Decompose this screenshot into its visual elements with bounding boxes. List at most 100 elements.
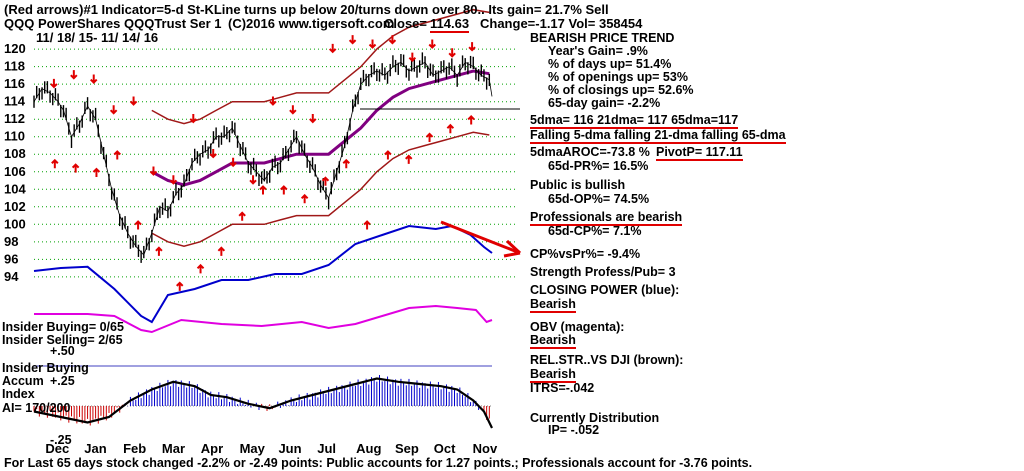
sell-arrow bbox=[289, 105, 297, 115]
sell-arrow bbox=[50, 78, 58, 89]
sell-arrow bbox=[149, 166, 158, 176]
pivot-point: PivotP= 117.11 bbox=[656, 145, 743, 161]
buy-arrow bbox=[51, 158, 59, 169]
obv-line bbox=[34, 304, 493, 334]
buy-arrow bbox=[155, 246, 163, 256]
buy-arrow bbox=[92, 167, 101, 177]
buy-arrow bbox=[259, 185, 267, 195]
close-label: Close= bbox=[384, 16, 427, 31]
month-label: Jul bbox=[317, 441, 336, 456]
close-value: 114.63 bbox=[430, 16, 470, 33]
buy-arrow bbox=[176, 281, 184, 291]
buy-arrow bbox=[425, 132, 434, 142]
y-tick-label: 102 bbox=[4, 199, 26, 214]
indicator-line: (Red arrows)#1 Indicator=5-d St-KLine tu… bbox=[4, 2, 609, 17]
month-labels: Dec Jan Feb Mar Apr May Jun Jul Aug Sep Oct Nov bbox=[45, 441, 498, 456]
buy-arrow bbox=[217, 246, 226, 256]
closing-power-label: CLOSING POWER (blue): bbox=[530, 283, 680, 297]
pr-65d: 65d-PR%= 16.5% bbox=[548, 159, 649, 173]
month-label: Oct bbox=[434, 441, 456, 456]
buy-arrow bbox=[384, 150, 392, 160]
sell-arrow bbox=[129, 96, 138, 106]
ticker: QQQ bbox=[4, 16, 35, 31]
y-tick-label: 96 bbox=[4, 251, 18, 266]
sell-arrow bbox=[269, 96, 277, 106]
insider-buying-count: Insider Buying= 0/65 bbox=[2, 320, 124, 334]
price-line bbox=[33, 61, 493, 256]
sell-arrow bbox=[309, 113, 317, 124]
falling-line: Falling 5-dma falling 21-dma falling 65-… bbox=[530, 128, 786, 144]
month-label: Mar bbox=[162, 441, 185, 456]
insider-buying-label: Insider Buying bbox=[2, 361, 89, 375]
ma65-line bbox=[151, 69, 490, 187]
dma-line: 5dma= 116 21dma= 117 65dma=117 bbox=[530, 113, 739, 129]
buy-arrow bbox=[238, 211, 246, 221]
pct-openings-up: % of openings up= 53% bbox=[548, 70, 688, 84]
y-tick-label: 104 bbox=[4, 181, 26, 196]
y-tick-label: 94 bbox=[4, 269, 19, 284]
sell-arrow bbox=[70, 70, 78, 80]
buy-arrow bbox=[300, 193, 309, 204]
sell-arrow bbox=[109, 105, 118, 115]
sell-arrow bbox=[368, 39, 377, 49]
gain-65d: 65-day gain= -2.2% bbox=[548, 96, 661, 110]
accum-level: +.25 bbox=[50, 374, 75, 388]
month-label: May bbox=[240, 441, 266, 456]
annotations bbox=[360, 108, 522, 258]
ai-bottom-level: -.25 bbox=[50, 433, 72, 447]
aroc: 5dmaAROC=-73.8 % bbox=[530, 145, 650, 159]
y-tick-label: 100 bbox=[4, 216, 26, 231]
month-label: Feb bbox=[123, 441, 146, 456]
footer-summary: For Last 65 days stock changed -2.2% or … bbox=[4, 456, 753, 470]
y-tick-label: 98 bbox=[4, 234, 18, 249]
obv-label: OBV (magenta): bbox=[530, 320, 625, 334]
sell-arrow bbox=[388, 35, 397, 45]
sell-arrow bbox=[348, 35, 357, 45]
closing-power-line bbox=[33, 224, 493, 324]
change-volume: Change=-1.17 Vol= 358454 bbox=[480, 16, 643, 31]
accum-index-bars bbox=[33, 365, 493, 429]
y-tick-label: 118 bbox=[4, 59, 25, 74]
y-tick-label: 108 bbox=[4, 146, 26, 161]
lower-band bbox=[151, 131, 490, 247]
sell-arrow bbox=[189, 113, 198, 124]
relstr-state: Bearish bbox=[530, 367, 576, 383]
annotation-arrowhead bbox=[503, 239, 522, 258]
sell-arrow bbox=[249, 175, 257, 185]
price-series bbox=[33, 8, 493, 263]
buy-arrow bbox=[134, 220, 142, 230]
y-tick-label: 114 bbox=[4, 94, 26, 109]
buy-arrow bbox=[342, 158, 350, 169]
date-range: 11/ 18/ 15- 11/ 14/ 16 bbox=[36, 30, 159, 45]
month-label: Jan bbox=[84, 441, 106, 456]
pct-closings-up: % of closings up= 52.6% bbox=[548, 83, 694, 97]
obv-state: Bearish bbox=[530, 333, 576, 349]
buy-arrow bbox=[363, 220, 371, 230]
y-tick-label: 110 bbox=[4, 129, 25, 144]
accum-index-line bbox=[33, 377, 493, 429]
month-label: Jun bbox=[278, 441, 301, 456]
accum-label: Accum bbox=[2, 374, 44, 388]
op-65d: 65d-OP%= 74.5% bbox=[548, 192, 650, 206]
buy-arrow bbox=[113, 150, 121, 160]
distribution-label: Currently Distribution bbox=[530, 411, 660, 425]
y-tick-label: 116 bbox=[4, 76, 25, 91]
cp-vs-pr: CP%vsPr%= -9.4% bbox=[530, 247, 641, 261]
buy-arrow bbox=[405, 154, 413, 164]
buy-arrow bbox=[467, 115, 475, 125]
sell-arrow bbox=[468, 42, 476, 52]
public-status: Public is bullish bbox=[530, 178, 626, 192]
sell-arrow bbox=[428, 39, 436, 49]
ai-value: AI= 170/200 bbox=[2, 401, 71, 415]
index-label: Index bbox=[2, 387, 35, 401]
ip-value: IP= -.052 bbox=[548, 423, 600, 437]
signal-arrows bbox=[50, 35, 476, 291]
sell-arrow bbox=[448, 48, 456, 58]
sell-arrow bbox=[408, 52, 417, 63]
y-tick-label: 106 bbox=[4, 164, 26, 179]
closing-power-state: Bearish bbox=[530, 297, 576, 313]
y-tick-label: 120 bbox=[4, 41, 26, 56]
strength-ratio: Strength Profess/Pub= 3 bbox=[530, 265, 676, 279]
buy-arrow bbox=[321, 176, 330, 186]
